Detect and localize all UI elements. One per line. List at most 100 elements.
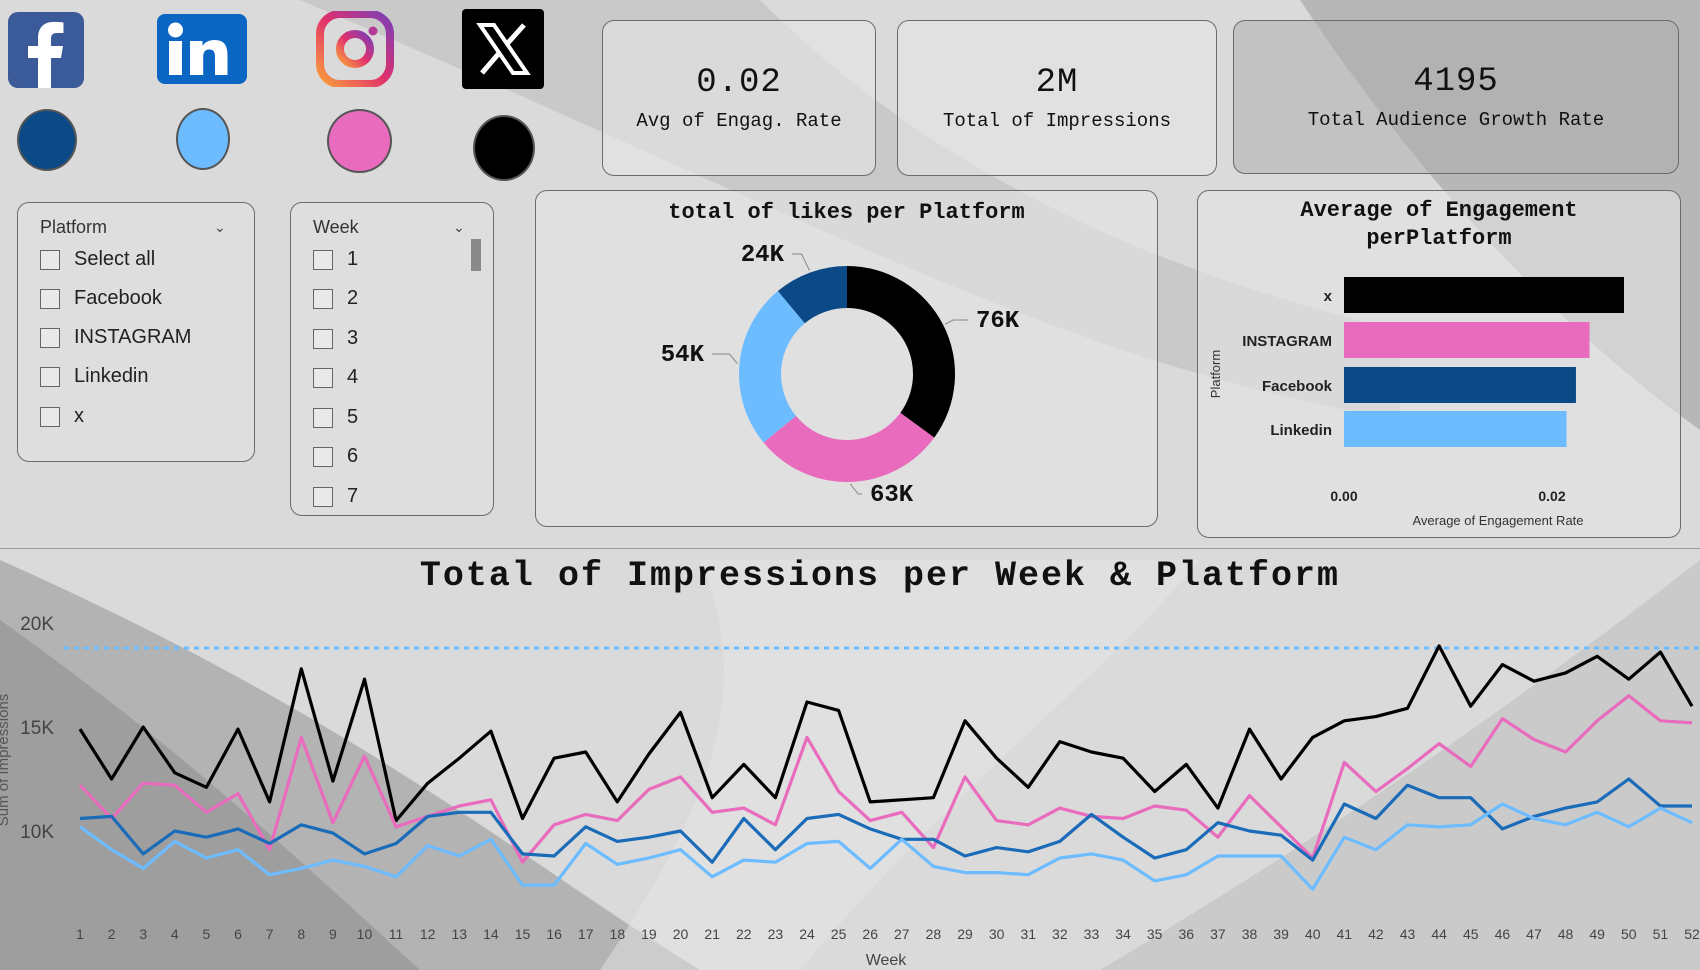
bar-facebook — [1344, 367, 1576, 403]
data-label: 76K — [976, 308, 1020, 335]
y-tick-label: 15K — [20, 718, 54, 739]
x-tick-label: 45 — [1463, 926, 1479, 942]
x-tick-label: 29 — [957, 926, 973, 942]
slicer-item-week[interactable]: 5 — [313, 406, 358, 429]
x-tick-label: 14 — [483, 926, 499, 942]
x-tick-label: 50 — [1621, 926, 1637, 942]
engagement-bar-panel: Average of Engagement perPlatform x INSTA… — [1197, 190, 1681, 538]
kpi-card-engagement: 0.02 Avg of Engag. Rate — [602, 20, 876, 176]
series-line-linkedin — [79, 802, 1693, 891]
x-tick-label: 8 — [297, 926, 305, 942]
chart-title: Average of Engagement perPlatform — [1300, 198, 1578, 251]
x-tick-label: 48 — [1558, 926, 1574, 942]
checkbox[interactable] — [313, 446, 333, 467]
kpi-card-audience-growth: 4195 Total Audience Growth Rate — [1233, 20, 1679, 174]
x-tick-label: 43 — [1400, 926, 1416, 942]
x-tick-label: 49 — [1589, 926, 1605, 942]
donut-slice-instagram — [763, 412, 935, 482]
x-tick-label: 33 — [1084, 926, 1100, 942]
bar-category-label: x — [1324, 288, 1333, 305]
x-tick-label: 9 — [329, 926, 337, 942]
x-tick-label: 51 — [1653, 926, 1669, 942]
chevron-down-icon[interactable]: ⌄ — [453, 219, 465, 235]
x-tick-label: 5 — [203, 926, 211, 942]
slicer-item-label: Linkedin — [74, 365, 149, 387]
slicer-item-select-all[interactable]: Select all — [40, 248, 155, 271]
data-label: 54K — [661, 342, 705, 369]
kpi-value: 4195 — [1413, 63, 1499, 101]
checkbox[interactable] — [313, 407, 333, 428]
slicer-item-label: 5 — [347, 406, 359, 428]
y-tick-label: 10K — [20, 822, 54, 843]
donut-chart: 76K 63K 54K 24K — [661, 242, 1020, 509]
slicer-item-label: 1 — [347, 248, 359, 270]
bar-category-label: Linkedin — [1270, 422, 1332, 439]
x-tick-label: 34 — [1115, 926, 1131, 942]
scrollbar-thumb[interactable] — [471, 239, 481, 271]
checkbox[interactable] — [313, 288, 333, 309]
x-tick-label: 28 — [926, 926, 942, 942]
kpi-label: Avg of Engag. Rate — [636, 110, 842, 132]
checkbox[interactable] — [40, 249, 60, 270]
slicer-item-linkedin[interactable]: Linkedin — [40, 365, 149, 388]
bar-linkedin — [1344, 411, 1567, 447]
series-line-x — [78, 644, 1694, 823]
x-tick-label: 7 — [266, 926, 274, 942]
y-tick-label: 20K — [20, 614, 54, 635]
x-tick-label: 24 — [799, 926, 815, 942]
x-tick-label: 37 — [1210, 926, 1226, 942]
x-tick-label: 30 — [989, 926, 1005, 942]
week-slicer[interactable]: Week ⌄ 1 2 3 4 5 6 7 — [290, 202, 494, 516]
x-tick-label: 0.00 — [1330, 488, 1357, 504]
leader-line — [849, 483, 862, 495]
x-tick-label: 0.02 — [1538, 488, 1565, 504]
slicer-item-label: 7 — [347, 485, 359, 507]
kpi-card-impressions: 2M Total of Impressions — [897, 20, 1217, 176]
series-line-facebook — [79, 777, 1692, 864]
checkbox[interactable] — [313, 249, 333, 270]
slicer-item-week[interactable]: 3 — [313, 327, 358, 350]
x-tick-label: 13 — [452, 926, 468, 942]
x-axis-label: Week — [866, 952, 908, 969]
slicer-item-label: x — [74, 405, 84, 427]
legend-dot-facebook — [17, 109, 77, 171]
x-tick-label: 6 — [234, 926, 242, 942]
x-tick-label: 18 — [610, 926, 626, 942]
slicer-item-week[interactable]: 6 — [313, 445, 358, 468]
checkbox[interactable] — [313, 367, 333, 388]
x-icon — [462, 9, 544, 89]
kpi-value: 2M — [1035, 64, 1079, 102]
checkbox[interactable] — [40, 327, 60, 348]
slicer-header: Platform — [40, 217, 108, 237]
x-tick-label: 31 — [1020, 926, 1036, 942]
series-line-instagram — [78, 694, 1693, 864]
slicer-header: Week — [313, 217, 359, 237]
x-tick-label: 36 — [1178, 926, 1194, 942]
kpi-value: 0.02 — [696, 64, 782, 102]
platform-slicer[interactable]: Platform ⌄ Select all Facebook INSTAGRAM… — [17, 202, 255, 462]
facebook-icon — [8, 12, 84, 88]
checkbox[interactable] — [40, 288, 60, 309]
x-tick-label: 4 — [171, 926, 179, 942]
slicer-item-week[interactable]: 7 — [313, 485, 358, 508]
x-tick-label: 47 — [1526, 926, 1542, 942]
checkbox[interactable] — [40, 406, 60, 427]
chevron-down-icon[interactable]: ⌄ — [214, 219, 226, 235]
legend-dot-linkedin — [176, 108, 230, 170]
x-tick-label: 17 — [578, 926, 594, 942]
checkbox[interactable] — [40, 366, 60, 387]
slicer-item-facebook[interactable]: Facebook — [40, 287, 162, 310]
slicer-item-week[interactable]: 1 — [313, 248, 358, 271]
x-tick-label: 2 — [108, 926, 116, 942]
legend-dot-instagram — [327, 109, 392, 173]
checkbox[interactable] — [313, 328, 333, 349]
y-axis-label: Platform — [1208, 350, 1223, 398]
checkbox[interactable] — [313, 486, 333, 507]
data-label: 63K — [870, 482, 914, 509]
x-tick-label: 23 — [768, 926, 784, 942]
slicer-item-week[interactable]: 2 — [313, 287, 358, 310]
slicer-item-week[interactable]: 4 — [313, 366, 358, 389]
x-tick-label: 25 — [831, 926, 847, 942]
slicer-item-x[interactable]: x — [40, 405, 84, 428]
slicer-item-instagram[interactable]: INSTAGRAM — [40, 326, 191, 349]
